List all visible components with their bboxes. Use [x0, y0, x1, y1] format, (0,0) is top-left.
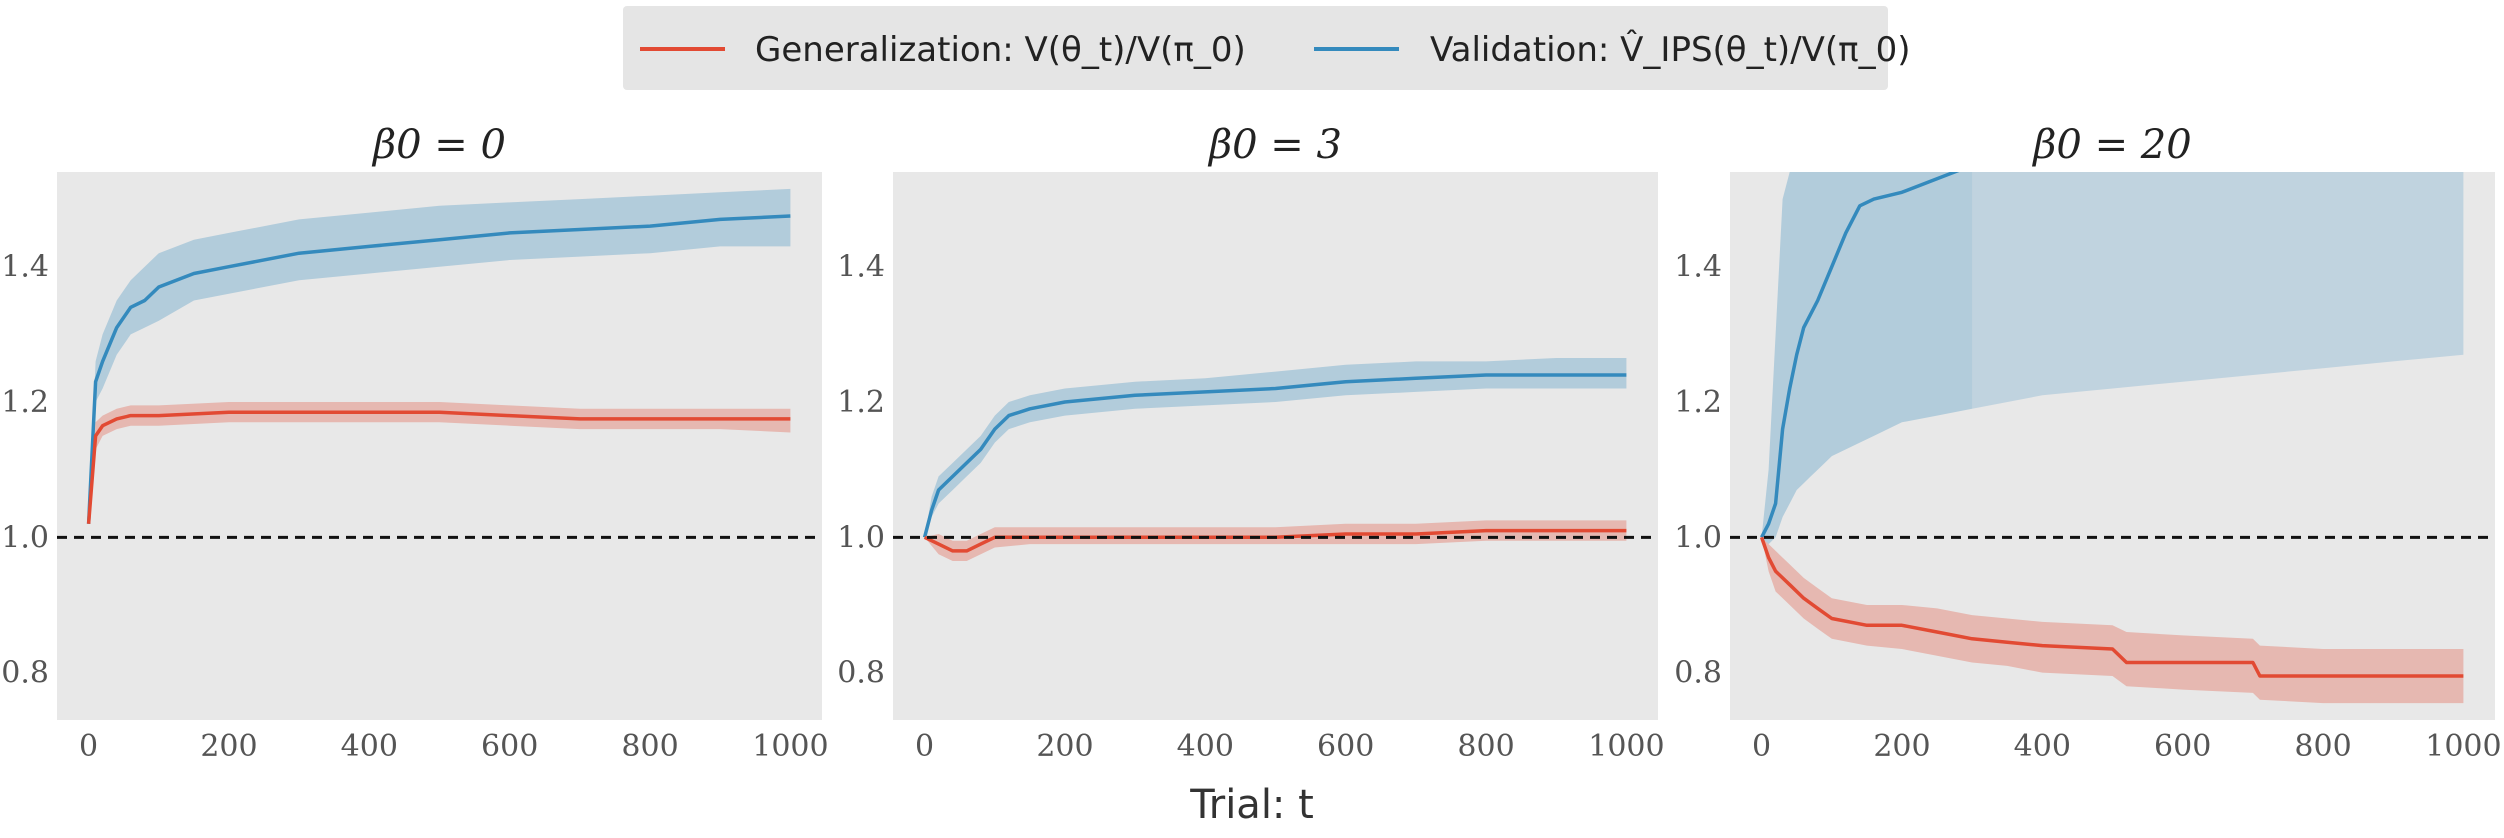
validation-line — [1760, 172, 1960, 539]
y-tick-label: 1.2 — [837, 385, 885, 420]
generalization-band — [924, 520, 1627, 561]
plot-area — [1730, 172, 2495, 720]
y-tick-label: 1.0 — [1674, 520, 1722, 555]
y-tick-label: 1.4 — [1, 250, 49, 285]
plot-content — [1730, 172, 2495, 704]
panel-2: β0 = 3 0.8 1.0 1.2 1.4 0 200 400 600 800 1000 — [837, 122, 1664, 764]
x-tick-label: 0 — [79, 729, 98, 764]
legend: Generalization: V(θ_t)/V(π_0) Validation… — [623, 6, 1911, 90]
generalization-line — [1759, 536, 2464, 678]
x-tick-label: 600 — [1317, 729, 1374, 764]
panel-title: β0 = 3 — [1207, 122, 1342, 168]
y-tick-label: 0.8 — [837, 656, 885, 691]
x-tick-label: 0 — [915, 729, 934, 764]
generalization-line — [86, 410, 791, 524]
validation-line — [922, 373, 1627, 538]
legend-generalization-label: Generalization: V(θ_t)/V(π_0) — [755, 30, 1246, 70]
validation-band — [924, 358, 1627, 538]
panel-title: β0 = 20 — [2031, 122, 2191, 168]
y-tick-label: 1.4 — [837, 250, 885, 285]
y-tick-label: 1.0 — [837, 520, 885, 555]
plot-area — [57, 172, 822, 720]
validation-band-extension — [1972, 172, 2464, 409]
x-tick-label: 800 — [1457, 729, 1514, 764]
plot-content — [57, 188, 822, 539]
x-tick-label: 800 — [2294, 729, 2351, 764]
x-axis-label: Trial: t — [1189, 782, 1314, 828]
legend-validation-label: Validation: V̂_IPS(θ_t)/V(π_0) — [1430, 29, 1911, 70]
x-tick-label: 1000 — [2425, 729, 2501, 764]
plot-area — [893, 172, 1658, 720]
y-tick-label: 1.0 — [1, 520, 49, 555]
x-tick-label: 400 — [1177, 729, 1234, 764]
x-tick-label: 1000 — [752, 729, 828, 764]
plot-content — [893, 358, 1658, 561]
legend-box — [623, 6, 1888, 90]
x-tick-label: 200 — [1036, 729, 1093, 764]
x-tick-label: 1000 — [1588, 729, 1664, 764]
panel-3: β0 = 20 0.8 1.0 1.2 1.4 0 200 400 600 800 1000 — [1674, 122, 2501, 764]
y-tick-label: 1.2 — [1, 385, 49, 420]
validation-line — [86, 214, 791, 524]
x-tick-label: 600 — [2154, 729, 2211, 764]
x-tick-label: 0 — [1752, 729, 1771, 764]
y-tick-label: 0.8 — [1674, 656, 1722, 691]
x-tick-label: 800 — [621, 729, 678, 764]
validation-band — [88, 188, 791, 524]
panel-1: β0 = 0 0.8 1.0 1.2 1.4 0 200 400 600 800 1000 — [1, 122, 828, 764]
x-tick-label: 600 — [481, 729, 538, 764]
generalization-band — [1761, 537, 2464, 704]
validation-band — [1761, 172, 1973, 545]
x-tick-label: 400 — [341, 729, 398, 764]
panel-title: β0 = 0 — [371, 122, 506, 168]
y-tick-label: 0.8 — [1, 656, 49, 691]
x-tick-label: 400 — [2014, 729, 2071, 764]
x-tick-label: 200 — [1873, 729, 1930, 764]
x-tick-label: 200 — [200, 729, 257, 764]
y-tick-label: 1.2 — [1674, 385, 1722, 420]
y-tick-label: 1.4 — [1674, 250, 1722, 285]
